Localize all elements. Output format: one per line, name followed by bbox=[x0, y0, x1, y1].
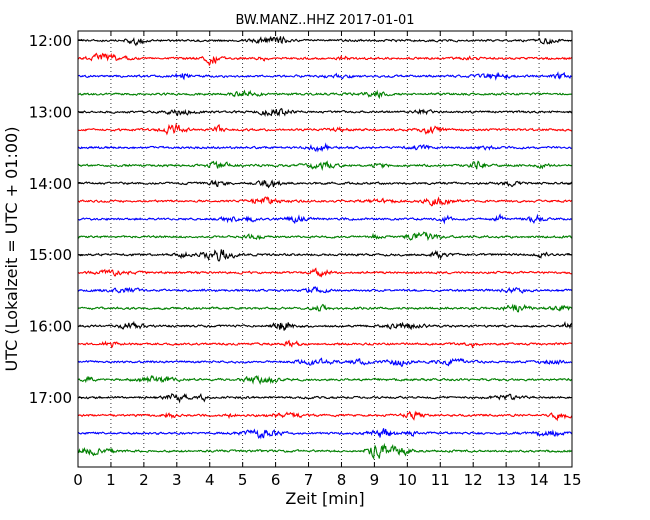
x-axis-label: Zeit [min] bbox=[285, 489, 364, 508]
seismic-trace bbox=[77, 196, 573, 207]
y-tick-label: 16:00 bbox=[29, 318, 72, 336]
x-tick-label: 0 bbox=[73, 471, 83, 489]
seismic-trace bbox=[77, 160, 573, 172]
y-tick-label: 14:00 bbox=[29, 175, 72, 193]
seismic-trace bbox=[77, 339, 573, 349]
seismic-trace bbox=[77, 357, 573, 368]
x-tick-label: 5 bbox=[238, 471, 248, 489]
seismic-trace bbox=[77, 179, 573, 189]
x-tick-label: 10 bbox=[398, 471, 417, 489]
x-tick-label: 15 bbox=[562, 471, 581, 489]
seismic-trace bbox=[77, 52, 573, 67]
x-tick-label: 14 bbox=[530, 471, 549, 489]
seismic-trace bbox=[77, 267, 573, 278]
x-tick-label: 6 bbox=[271, 471, 281, 489]
x-tick-label: 1 bbox=[106, 471, 116, 489]
seismic-trace bbox=[77, 428, 573, 440]
x-tick-label: 11 bbox=[431, 471, 450, 489]
seismic-trace bbox=[77, 410, 573, 422]
x-tick-label: 3 bbox=[172, 471, 182, 489]
plot-frame bbox=[77, 30, 573, 468]
chart-title: BW.MANZ..HHZ 2017-01-01 bbox=[235, 13, 414, 28]
seismic-trace bbox=[77, 374, 573, 386]
x-tick-label: 13 bbox=[497, 471, 516, 489]
seismic-trace bbox=[77, 286, 573, 294]
x-tick-label: 9 bbox=[370, 471, 380, 489]
seismic-trace bbox=[77, 303, 573, 313]
seismic-trace bbox=[77, 320, 573, 331]
seismic-trace bbox=[77, 249, 573, 262]
seismic-trace bbox=[77, 231, 573, 242]
y-axis-label: UTC (Lokalzeit = UTC + 01:00) bbox=[2, 127, 21, 372]
y-tick-label: 15:00 bbox=[29, 246, 72, 264]
x-tick-label: 2 bbox=[139, 471, 149, 489]
x-tick-label: 7 bbox=[304, 471, 314, 489]
trace-group bbox=[77, 35, 573, 460]
x-axis: 0 1 2 3 4 5 6 7 8 9 10 11 12 13 14 15 bbox=[73, 31, 582, 489]
x-tick-label: 8 bbox=[337, 471, 347, 489]
seismic-trace bbox=[77, 35, 573, 47]
y-tick-label: 17:00 bbox=[29, 389, 72, 407]
seismic-trace bbox=[77, 89, 573, 100]
seismic-trace bbox=[77, 213, 573, 225]
x-tick-label: 4 bbox=[205, 471, 215, 489]
seismic-trace bbox=[77, 392, 573, 404]
seismic-trace bbox=[77, 107, 573, 117]
grid-lines bbox=[110, 31, 540, 467]
y-tick-label: 12:00 bbox=[29, 32, 72, 50]
seismic-trace bbox=[77, 142, 573, 153]
x-tick-label: 12 bbox=[464, 471, 483, 489]
y-tick-label: 13:00 bbox=[29, 103, 72, 121]
y-axis: 12:00 13:00 14:00 15:00 16:00 17:00 bbox=[29, 32, 572, 407]
seismic-trace bbox=[77, 442, 573, 460]
seismic-trace bbox=[77, 71, 573, 81]
seismic-trace bbox=[77, 122, 573, 136]
